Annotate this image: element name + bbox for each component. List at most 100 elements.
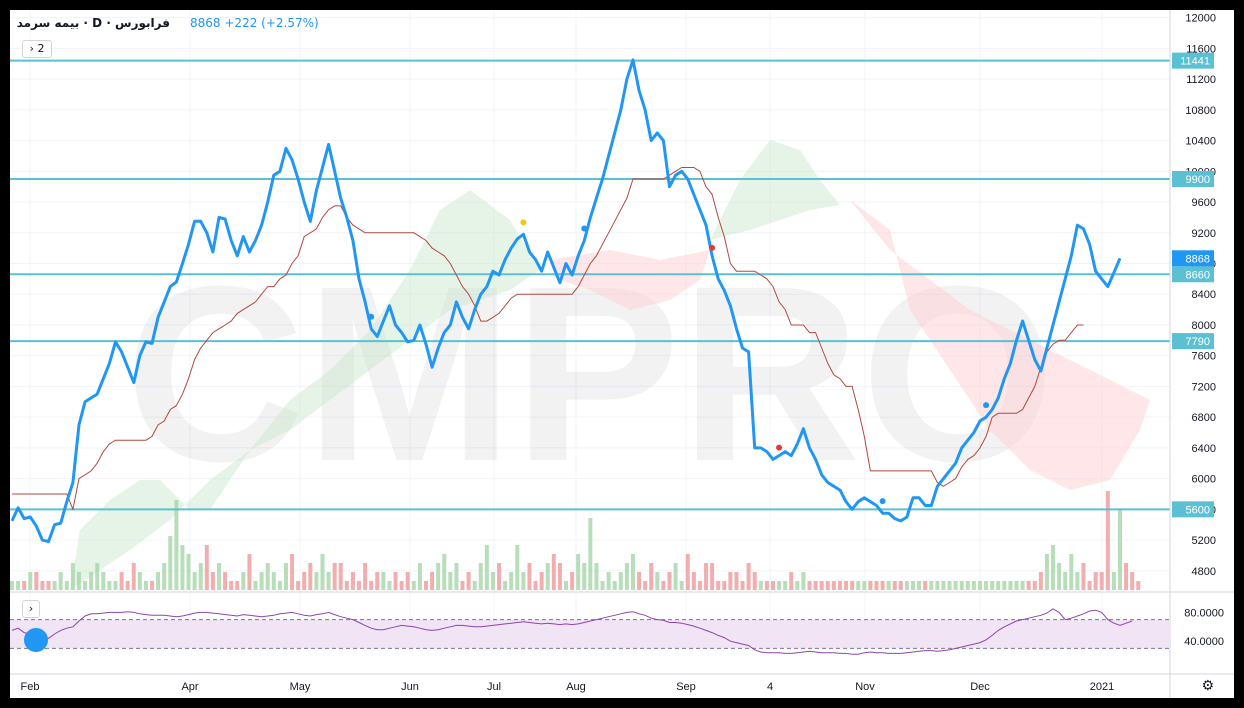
- volume-bar: [436, 563, 441, 590]
- rsi-line: [11, 608, 1133, 655]
- volume-bar: [728, 572, 733, 590]
- volume-bar: [89, 572, 94, 590]
- volume-bar: [58, 572, 63, 590]
- signal-marker: [581, 225, 588, 232]
- volume-bar: [1032, 581, 1037, 590]
- volume-bar: [210, 572, 215, 590]
- level-label: 8660: [1186, 269, 1210, 281]
- volume-bar: [1087, 581, 1092, 590]
- volume-bar: [466, 572, 471, 590]
- volume-bar: [247, 554, 252, 590]
- price-axis-tick: 8400: [1192, 289, 1216, 301]
- volume-bar: [990, 581, 995, 590]
- volume-bar: [673, 563, 678, 590]
- level-label: 5600: [1186, 504, 1210, 516]
- price-axis-tick: 9600: [1192, 197, 1216, 209]
- volume-bar: [856, 581, 861, 590]
- volume-bar: [704, 563, 709, 590]
- volume-bar: [837, 581, 842, 590]
- chevron-right-icon: ›: [29, 42, 34, 55]
- level-label-box: [1172, 171, 1214, 188]
- price-axis-tick: 6800: [1192, 412, 1216, 424]
- volume-bar: [40, 581, 45, 590]
- price-axis-tick: 10400: [1185, 136, 1216, 148]
- price-axis-tick: 11200: [1186, 74, 1216, 86]
- volume-bar: [375, 572, 380, 590]
- price-axis-tick: 6400: [1192, 443, 1216, 455]
- volume-bar: [387, 581, 392, 590]
- volume-bar: [764, 581, 769, 590]
- volume-bar: [637, 572, 642, 590]
- volume-bar: [344, 581, 349, 590]
- volume-bar: [1136, 581, 1141, 590]
- volume-bar: [1002, 581, 1007, 590]
- volume-bar: [64, 581, 69, 590]
- time-axis-tick: Jul: [487, 681, 501, 693]
- volume-bar: [533, 581, 538, 590]
- time-axis-tick: 4: [767, 681, 773, 693]
- volume-bar: [801, 572, 806, 590]
- ichimoku-cloud-bullish: [70, 190, 540, 590]
- time-axis-tick: Nov: [855, 681, 875, 693]
- volume-bar: [1026, 581, 1031, 590]
- rsi-axis-tick: 80.0000: [1184, 607, 1224, 619]
- level-label: 11441: [1180, 56, 1210, 68]
- volume-bar: [302, 572, 307, 590]
- volume-bar: [1093, 572, 1098, 590]
- volume-bar: [971, 581, 976, 590]
- volume-bar: [746, 563, 751, 590]
- volume-bar: [819, 581, 824, 590]
- volume-bar: [277, 581, 282, 590]
- volume-bar: [959, 581, 964, 590]
- volume-bar: [515, 545, 520, 590]
- volume-bar: [777, 581, 782, 590]
- ichimoku-cloud-bullish: [710, 140, 840, 240]
- volume-bar: [28, 572, 33, 590]
- gear-icon[interactable]: ⚙: [1201, 678, 1214, 694]
- volume-bar: [326, 572, 331, 590]
- volume-bar: [606, 572, 611, 590]
- volume-bar: [460, 581, 465, 590]
- volume-bar: [831, 581, 836, 590]
- volume-bar: [1063, 572, 1068, 590]
- volume-bar: [862, 581, 867, 590]
- volume-bar: [484, 545, 489, 590]
- volume-bar: [770, 581, 775, 590]
- volume-bar: [125, 581, 130, 590]
- last-price-label-box: [1172, 250, 1214, 267]
- volume-bar: [113, 581, 118, 590]
- signal-marker: [368, 313, 375, 320]
- volume-bar: [265, 563, 270, 590]
- time-axis-tick: Sep: [676, 681, 696, 693]
- volume-bar: [874, 581, 879, 590]
- last-price-value: 8868: [190, 16, 221, 30]
- volume-bar: [904, 581, 909, 590]
- price-axis-tick: 4800: [1192, 566, 1216, 578]
- volume-bar: [1020, 581, 1025, 590]
- volume-bar: [886, 581, 891, 590]
- volume-bar: [630, 554, 635, 590]
- volume-bar: [953, 581, 958, 590]
- price-axis-tick: 7200: [1192, 381, 1216, 393]
- price-axis-tick: 9200: [1192, 228, 1216, 240]
- volume-bar: [691, 572, 696, 590]
- volume-bar: [34, 572, 39, 590]
- rsi-toggle-button[interactable]: ›: [22, 600, 40, 618]
- volume-bar: [216, 563, 221, 590]
- volume-bar: [174, 500, 179, 590]
- price-axis-background: [1170, 10, 1234, 698]
- time-axis-tick: Feb: [21, 681, 40, 693]
- chart-canvas[interactable]: CMPRO12000116001120010800104001000096009…: [10, 10, 1234, 698]
- chart-frame: CMPRO12000116001120010800104001000096009…: [10, 10, 1234, 698]
- volume-bar: [612, 581, 617, 590]
- volume-bar: [1014, 581, 1019, 590]
- price-axis-tick: 10800: [1185, 105, 1216, 117]
- level-label-box: [1172, 52, 1214, 69]
- signal-marker: [776, 444, 783, 451]
- volume-bar: [783, 581, 788, 590]
- volume-bar: [588, 518, 593, 590]
- volume-bar: [710, 563, 715, 590]
- volume-bar: [758, 581, 763, 590]
- collapse-indicators-button[interactable]: › 2: [22, 40, 52, 58]
- volume-bar: [850, 581, 855, 590]
